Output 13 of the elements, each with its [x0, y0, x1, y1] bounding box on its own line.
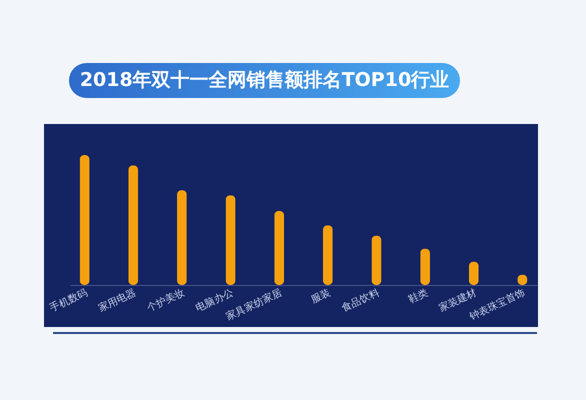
bar [177, 190, 187, 285]
x-tick-label: 家用电器 [96, 286, 138, 314]
x-tick-label: 个护美妆 [145, 286, 187, 314]
bar [128, 165, 138, 285]
chart-title: 2018年双十一全网销售额排名TOP10行业 [69, 63, 460, 98]
x-tick-label: 鞋类 [406, 286, 430, 306]
x-tick-label: 食品饮料 [340, 286, 382, 314]
bar [80, 155, 90, 285]
bar [322, 225, 333, 285]
x-tick-label: 服装 [309, 286, 332, 306]
bar [226, 195, 236, 285]
x-tick-label: 手机数码 [48, 286, 90, 314]
bar [274, 210, 284, 285]
